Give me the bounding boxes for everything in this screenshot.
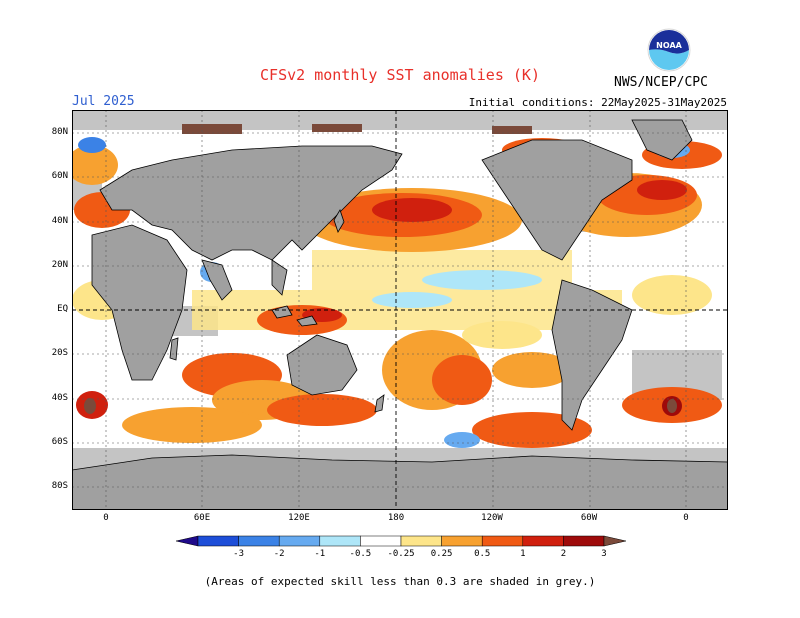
greenland-landmass (631, 119, 693, 161)
colorbar-tick-label: 3 (601, 549, 606, 559)
lat-label: 80N (51, 127, 68, 137)
lat-label: 20N (51, 260, 68, 270)
australia-landmass (286, 334, 358, 396)
eurasia-landmass (99, 145, 403, 261)
colorbar-segment (278, 535, 321, 547)
footnote: (Areas of expected skill less than 0.3 a… (204, 575, 596, 588)
south-america-landmass (551, 279, 633, 431)
map-frame (72, 110, 728, 510)
colorbar-tick-label: 2 (561, 549, 566, 559)
antarctica-landmass (72, 454, 728, 510)
lat-label: 20S (51, 348, 68, 358)
colorbar-tick-label: 1 (520, 549, 525, 559)
colorbar-segment (238, 535, 280, 547)
africa-landmass (91, 224, 188, 381)
colorbar-tick-label: -1 (314, 549, 325, 559)
colorbar-min-arrow (175, 535, 199, 547)
land-masses (72, 119, 728, 510)
colorbar-tick-label: 0.25 (431, 549, 453, 559)
colorbar-segment (522, 535, 564, 547)
japan-landmass (333, 209, 345, 233)
se-asia-landmass (271, 259, 288, 296)
lon-label: 0 (103, 513, 109, 523)
noaa-logo-icon: NOAA (647, 28, 691, 72)
map-title: CFSv2 monthly SST anomalies (K) (260, 66, 540, 84)
target-month: Jul 2025 (72, 94, 135, 109)
colorbar-segment (563, 535, 605, 547)
sst-anomaly-map (72, 110, 728, 510)
madagascar-landmass (169, 337, 179, 361)
equator-dateline (72, 110, 728, 510)
lon-label: 180 (387, 513, 405, 523)
new-zealand-landmass (374, 394, 385, 413)
noaa-logo-text: NOAA (656, 41, 682, 50)
lat-label: 80S (51, 481, 68, 491)
north-america-landmass (481, 139, 633, 261)
lon-label: 120W (481, 513, 503, 523)
colorbar-segment (400, 535, 442, 547)
lon-label: 0 (683, 513, 689, 523)
lat-label: 60S (51, 437, 68, 447)
colorbar-tick-label: -0.5 (350, 549, 372, 559)
colorbar-tick-label: -0.25 (387, 549, 414, 559)
colorbar-segment (319, 535, 361, 547)
gridlines (72, 110, 728, 510)
colorbar-tick-label: 0.5 (474, 549, 490, 559)
india-landmass (201, 259, 233, 301)
colorbar-segment (197, 535, 239, 547)
lat-label: 60N (51, 171, 68, 181)
lon-label: 60E (193, 513, 211, 523)
lat-label: 40N (51, 216, 68, 226)
anomaly-patches (72, 124, 722, 448)
indonesia-islands (271, 305, 318, 327)
colorbar-segment (360, 535, 402, 547)
agency-label: NWS/NCEP/CPC (614, 75, 708, 90)
colorbar-tick-label: -2 (274, 549, 285, 559)
lon-label: 120E (288, 513, 310, 523)
colorbar-segment (441, 535, 483, 547)
colorbar-tick-label: -3 (233, 549, 244, 559)
colorbar-max-arrow (603, 535, 627, 547)
colorbar-segment (481, 535, 524, 547)
lon-label: 60W (580, 513, 598, 523)
lat-label: EQ (57, 304, 68, 314)
initial-conditions: Initial conditions: 22May2025-31May2025 (468, 96, 727, 109)
lat-label: 40S (51, 393, 68, 403)
